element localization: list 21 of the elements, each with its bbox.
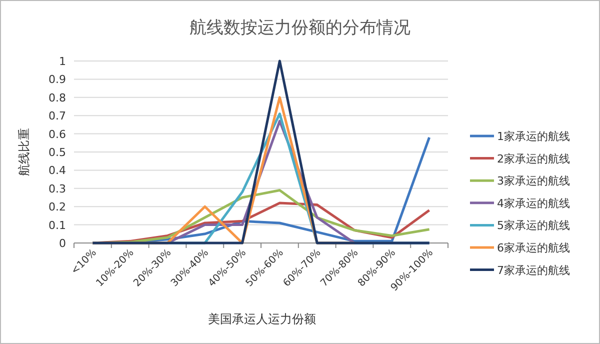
y-tick-label: 0.2 — [48, 200, 66, 214]
y-tick-label: 0 — [59, 237, 66, 250]
legend-label: 3家承运的航线 — [497, 174, 570, 188]
legend-label: 2家承运的航线 — [497, 152, 570, 166]
legend-label: 6家承运的航线 — [497, 242, 570, 254]
y-tick-label: 0.3 — [48, 182, 66, 196]
y-tick-label: 0.8 — [48, 91, 66, 104]
chart-title: 航线数按运力份额的分布情况 — [190, 18, 410, 38]
y-tick-label: 0.9 — [48, 73, 66, 86]
y-tick-label: 0.6 — [48, 128, 66, 141]
x-axis-title: 美国承运人运力份额 — [208, 312, 316, 326]
legend-label: 1家承运的航线 — [497, 130, 570, 143]
legend-label: 5家承运的航线 — [497, 219, 570, 232]
legend-label: 7家承运的航线 — [497, 264, 570, 277]
y-tick-label: 0.5 — [48, 146, 66, 159]
y-tick-label: 0.4 — [48, 164, 66, 178]
y-tick-label: 1 — [59, 55, 66, 68]
y-tick-label: 0.1 — [48, 218, 66, 232]
legend-label: 4家承运的航线 — [497, 196, 570, 210]
y-tick-label: 0.7 — [48, 110, 66, 123]
y-axis-title: 航线比重 — [17, 128, 31, 176]
